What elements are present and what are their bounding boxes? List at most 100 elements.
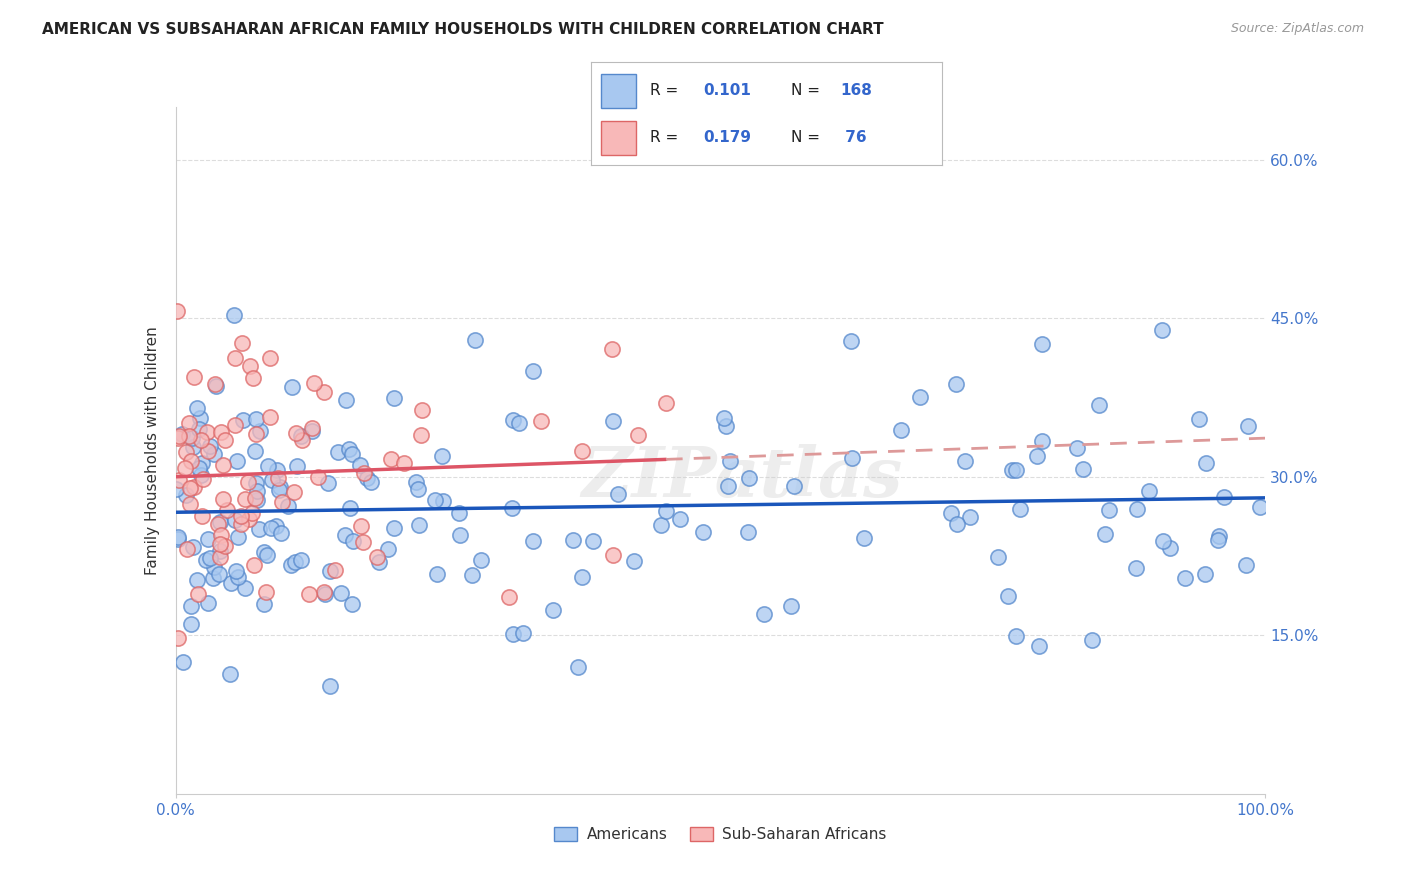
Point: [245, 484, 267, 499]
Point: [238, 512, 260, 526]
Text: Source: ZipAtlas.com: Source: ZipAtlas.com: [1230, 22, 1364, 36]
Point: [987, 549, 1010, 564]
Point: [368, 556, 391, 570]
Point: [179, 481, 201, 495]
Point: [204, 379, 226, 393]
Point: [285, 459, 308, 474]
Point: [461, 567, 484, 582]
Point: [330, 585, 353, 599]
Point: [890, 423, 912, 437]
Point: [228, 530, 250, 544]
Point: [780, 599, 803, 613]
Point: [449, 527, 471, 541]
Point: [283, 484, 305, 499]
Point: [752, 607, 775, 621]
Point: [377, 542, 399, 557]
Point: [269, 480, 291, 494]
Point: [602, 548, 624, 562]
Point: [197, 444, 219, 458]
Point: [319, 679, 342, 693]
Point: [180, 616, 202, 631]
Point: [602, 414, 624, 428]
Point: [174, 488, 197, 502]
Point: [607, 487, 630, 501]
Point: [1031, 434, 1053, 448]
Point: [231, 517, 253, 532]
Point: [1188, 412, 1211, 426]
Point: [512, 626, 534, 640]
Point: [180, 431, 202, 445]
Point: [669, 512, 692, 526]
Point: [176, 541, 198, 556]
Point: [231, 336, 253, 351]
Point: [328, 444, 350, 458]
Point: [314, 384, 336, 399]
Point: [190, 433, 212, 447]
Point: [841, 450, 863, 465]
Point: [194, 553, 217, 567]
Point: [1025, 449, 1047, 463]
Point: [1066, 441, 1088, 455]
Point: [1008, 502, 1031, 516]
Text: 168: 168: [839, 83, 872, 97]
Point: [242, 371, 264, 385]
Point: [408, 518, 430, 533]
Point: [1208, 529, 1230, 543]
Point: [190, 467, 212, 482]
Point: [1125, 560, 1147, 574]
Point: [307, 469, 329, 483]
Point: [316, 475, 339, 490]
Point: [290, 553, 312, 567]
Point: [208, 566, 231, 581]
Point: [224, 351, 246, 365]
Point: [211, 491, 233, 506]
Point: [191, 509, 214, 524]
Point: [183, 480, 205, 494]
Point: [236, 475, 259, 489]
Point: [1206, 533, 1229, 547]
Point: [259, 409, 281, 424]
Point: [215, 503, 238, 517]
Point: [1234, 558, 1257, 572]
Point: [718, 454, 741, 468]
Point: [229, 509, 252, 524]
Point: [298, 587, 321, 601]
Point: [290, 429, 312, 443]
Point: [717, 479, 740, 493]
Point: [209, 425, 232, 439]
Point: [323, 563, 346, 577]
Point: [1152, 323, 1174, 337]
Point: [409, 428, 432, 442]
Point: [231, 412, 253, 426]
Point: [211, 458, 233, 473]
Point: [623, 554, 645, 568]
Point: [366, 550, 388, 565]
Text: ZIPatlas: ZIPatlas: [582, 444, 903, 512]
Point: [567, 660, 589, 674]
Point: [738, 470, 761, 484]
Point: [243, 443, 266, 458]
Point: [432, 494, 454, 508]
Point: [165, 482, 187, 496]
Point: [908, 390, 931, 404]
Point: [342, 447, 364, 461]
Point: [426, 567, 449, 582]
Point: [208, 515, 231, 529]
Point: [600, 342, 623, 356]
Point: [356, 471, 378, 485]
Point: [180, 454, 202, 468]
Point: [167, 428, 190, 442]
Point: [280, 380, 302, 394]
Point: [571, 570, 593, 584]
Point: [447, 507, 470, 521]
Point: [277, 500, 299, 514]
Text: 0.101: 0.101: [703, 83, 751, 97]
Point: [177, 417, 200, 431]
Point: [713, 411, 735, 425]
Point: [1005, 463, 1028, 477]
Point: [176, 444, 198, 458]
Point: [267, 483, 290, 497]
Point: [1195, 456, 1218, 470]
Point: [1088, 398, 1111, 412]
Point: [259, 351, 281, 366]
